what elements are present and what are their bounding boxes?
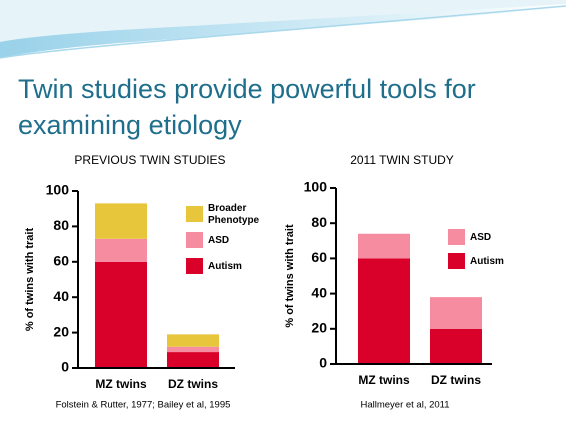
y-tick-label: 0 <box>61 359 69 375</box>
legend-label: Broader Phenotype <box>208 203 260 226</box>
legend-label-box: ASD <box>208 235 230 246</box>
bar-segment <box>358 258 410 364</box>
y-tick-label: 60 <box>53 253 69 269</box>
legend-swatch <box>186 206 203 222</box>
legend-label-box: Autism <box>470 256 504 267</box>
x-tick-label: DZ twins <box>431 373 481 387</box>
x-tick-label: MZ twins <box>358 373 410 387</box>
source: Hallmeyer et al, 2011 <box>360 400 449 411</box>
legend-label-box: ASD <box>470 232 492 243</box>
legend-label: ASD <box>208 235 230 246</box>
legend-swatch <box>448 229 465 245</box>
chart-title: 2011 TWIN STUDY <box>350 153 454 167</box>
legend-swatch <box>448 253 465 269</box>
legend-label: ASD <box>470 232 492 243</box>
bar-segment <box>167 334 219 347</box>
y-tick-label: 0 <box>319 355 327 371</box>
slide-title: examining etiology <box>18 110 242 140</box>
bar-segment <box>167 346 219 353</box>
x-tick-label: DZ twins <box>168 377 218 391</box>
legend-label-box: Autism <box>208 261 242 272</box>
legend-swatch <box>186 232 203 248</box>
x-tick-label: MZ twins <box>95 377 147 391</box>
y-tick-label: 80 <box>311 214 327 230</box>
legend-label: Autism <box>208 261 242 272</box>
y-tick-label: 40 <box>53 288 69 304</box>
source: Folstein & Rutter, 1977; Bailey et al, 1… <box>56 400 231 411</box>
bar-segment <box>430 297 482 329</box>
y-tick-label: 80 <box>53 217 69 233</box>
slide-title: Twin studies provide powerful tools for <box>18 74 476 104</box>
bar-segment <box>95 203 147 239</box>
header-wave <box>0 0 566 59</box>
bar-segment <box>358 233 410 259</box>
y-tick-label: 20 <box>53 323 69 339</box>
bar-segment <box>95 261 147 368</box>
bar-segment <box>95 238 147 262</box>
y-axis-label: % of twins with trait <box>284 224 296 328</box>
y-tick-label: 20 <box>311 320 327 336</box>
y-axis-label: % of twins with trait <box>24 228 36 332</box>
y-tick-label: 60 <box>311 249 327 265</box>
bar-segment <box>167 352 219 368</box>
legend-label-box: Broader Phenotype <box>208 203 260 226</box>
y-tick-label: 100 <box>46 182 70 198</box>
legend-swatch <box>186 258 203 274</box>
legend-label: Autism <box>470 256 504 267</box>
y-tick-label: 100 <box>304 179 328 195</box>
y-tick-label: 40 <box>311 284 327 300</box>
chart-title: PREVIOUS TWIN STUDIES <box>74 153 225 167</box>
bar-segment <box>430 328 482 364</box>
